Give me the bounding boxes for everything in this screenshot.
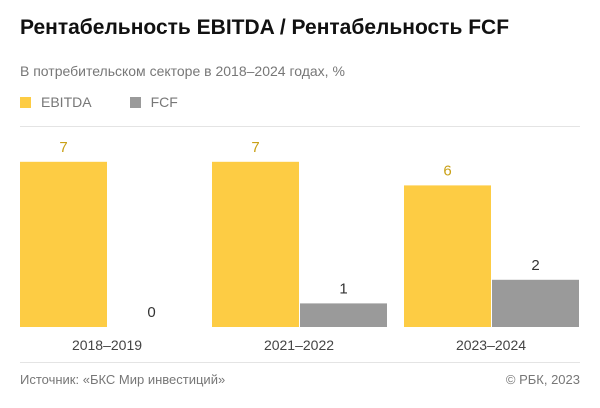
- legend: EBITDA FCF: [20, 94, 216, 110]
- bar-fcf-3: [492, 279, 579, 327]
- x-tick-label-1: 2018–2019: [72, 337, 142, 353]
- bar-fcf-2: [300, 303, 387, 327]
- bottom-divider: [20, 362, 580, 363]
- chart-subtitle: В потребительском секторе в 2018–2024 го…: [20, 63, 345, 79]
- chart-title: Рентабельность EBITDA / Рентабельность F…: [20, 16, 510, 39]
- x-tick-label-2: 2021–2022: [264, 337, 334, 353]
- data-label-ebitda-3: 6: [443, 162, 451, 179]
- source-note: Источник: «БКС Мир инвестиций»: [20, 372, 226, 387]
- bar-ebitda-3: [404, 185, 491, 327]
- data-label-fcf-2: 1: [339, 280, 347, 297]
- legend-item-fcf: FCF: [129, 94, 178, 110]
- data-label-ebitda-2: 7: [251, 139, 259, 156]
- bar-ebitda-2: [212, 161, 299, 327]
- top-divider: [20, 126, 580, 127]
- legend-label-fcf: FCF: [150, 94, 178, 110]
- data-label-fcf-1: 0: [147, 304, 155, 321]
- legend-item-ebitda: EBITDA: [20, 94, 92, 110]
- data-label-ebitda-1: 7: [59, 139, 67, 156]
- legend-swatch-ebitda: [20, 96, 31, 108]
- legend-label-ebitda: EBITDA: [41, 94, 92, 110]
- legend-swatch-fcf: [129, 96, 141, 108]
- copyright: © РБК, 2023: [505, 372, 580, 387]
- bar-ebitda-1: [20, 161, 107, 327]
- x-tick-label-3: 2023–2024: [456, 337, 526, 353]
- data-label-fcf-3: 2: [531, 257, 539, 274]
